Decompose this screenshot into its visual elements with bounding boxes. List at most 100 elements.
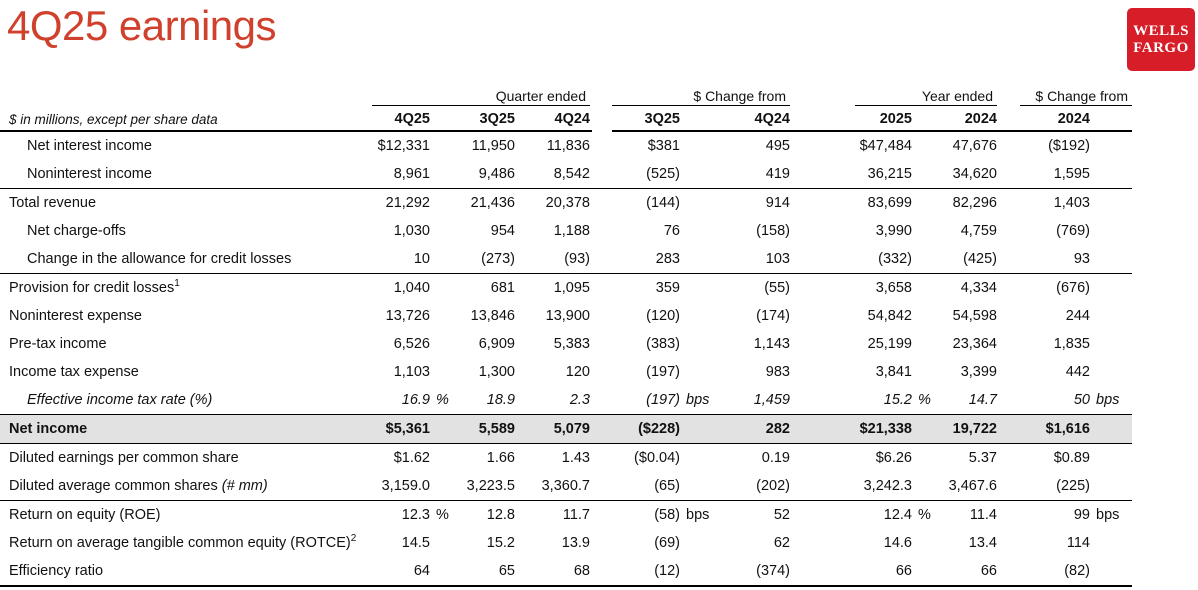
value-cell: 36,215 [867,166,912,182]
units-note: $ in millions, except per share data [0,112,370,132]
table-row: Net income $5,361 5,589 5,079 ($228) 282 $21,3… [0,415,1132,444]
group-quarter-ended: Quarter ended [370,88,590,106]
value-cell: 4,334 [960,280,997,296]
row-spacer [1090,132,1132,160]
value-cell: 681 [490,280,515,296]
column-header-spacer [1090,127,1132,132]
value-cell: (69) [654,535,680,551]
value-cell: 9,486 [478,166,515,182]
value-cell: 34,620 [952,166,997,182]
value-cell: $381 [647,138,680,154]
value-cell: 11.7 [562,507,590,523]
value-cell: $47,484 [859,138,912,154]
row-label: Noninterest income [27,166,152,182]
row-spacer [1090,557,1132,585]
value-cell: 82,296 [952,195,997,211]
row-label: Efficiency ratio [9,563,104,579]
value-cell: 11,836 [546,138,590,154]
value-cell: 3,159.0 [381,478,430,494]
row-spacer [1090,189,1132,217]
value-cell: 12.3% [401,507,449,523]
row-label: Net income [9,421,88,437]
value-cell: 8,961 [393,166,430,182]
table-row: Effective income tax rate (%) 16.9% 18.9 2.… [0,386,1132,415]
row-label: Effective income tax rate (%) [27,392,213,408]
row-spacer [1090,358,1132,386]
value-cell: 11.4 [969,507,997,523]
group-dollar-change-quarter: $ Change from [590,88,790,106]
earnings-table: Quarter ended $ Change from Year ended $… [0,84,1132,587]
value-cell: 62 [773,535,790,551]
value-cell: 2.3 [569,392,590,408]
value-cell: 1,030 [393,223,430,239]
value-cell: ($0.04) [634,450,680,466]
value-cell: 47,676 [952,138,997,154]
value-cell: 1,459 [753,392,790,408]
value-cell: (225) [1056,478,1090,494]
group-dollar-change-year: $ Change from [997,88,1132,106]
value-cell: (525) [646,166,680,182]
column-header-2025: 2025 [790,111,912,132]
value-cell: 10 [413,251,430,267]
row-spacer [1090,529,1132,557]
column-header-4q24: 4Q24 [515,111,590,132]
value-cell: 1,595 [1053,166,1090,182]
value-cell: 76 [663,223,680,239]
value-cell: 54,598 [952,308,997,324]
value-cell: (197) [646,364,680,380]
table-row: Pre-tax income 6,526 6,909 5,383 (383) 1,143 2… [0,330,1132,358]
table-row: Efficiency ratio 64 65 68 (12) (374) 66 66 (82) [0,557,1132,587]
value-cell: 6,909 [478,336,515,352]
value-cell: (120) [646,308,680,324]
table-body: Net interest income $12,331 11,950 11,836 $3… [0,132,1132,587]
value-cell: 283 [655,251,680,267]
value-cell: 66 [980,563,997,579]
row-spacer [1090,217,1132,245]
value-cell: 99 bps [1073,507,1120,523]
value-cell: 114 [1066,535,1090,551]
row-spacer [1090,160,1132,188]
column-header-chg-3q25: 3Q25 [590,111,680,132]
value-cell: 1,143 [753,336,790,352]
row-label: Provision for credit losses1 [9,278,180,296]
value-cell: 3,467.6 [948,478,997,494]
column-header-row: $ in millions, except per share data 4Q2… [0,106,1132,132]
value-cell: (93) [564,251,590,267]
value-cell: 23,364 [952,336,997,352]
row-label: Net interest income [27,138,152,154]
table-row: Income tax expense 1,103 1,300 120 (197) 983 3… [0,358,1132,386]
value-cell: $1.62 [393,450,430,466]
value-cell: $1,616 [1045,421,1090,437]
row-spacer [1090,302,1132,330]
value-cell: 3,360.7 [541,478,590,494]
value-cell: (273) [481,251,515,267]
value-cell: 50 bps [1073,392,1120,408]
value-cell: $6.26 [875,450,912,466]
value-cell: $0.89 [1053,450,1090,466]
table-row: Change in the allowance for credit losse… [0,245,1132,274]
row-spacer [1090,274,1132,302]
value-cell: (12) [654,563,680,579]
table-row: Net charge-offs 1,030 954 1,188 76 (158) 3,990… [0,217,1132,245]
value-cell: 25,199 [867,336,912,352]
value-cell: 54,842 [867,308,912,324]
value-cell: 13.9 [561,535,590,551]
wells-fargo-logo: WELLS FARGO [1127,8,1195,71]
column-header-4q25: 4Q25 [370,111,430,132]
group-year-ended: Year ended [790,88,997,106]
value-cell: 120 [565,364,590,380]
value-cell: 0.19 [761,450,790,466]
table-row: Noninterest income 8,961 9,486 8,542 (525) 41… [0,160,1132,189]
value-cell: (202) [756,478,790,494]
value-cell: $21,338 [859,421,912,437]
value-cell: 15.2% [883,392,931,408]
value-cell: 103 [765,251,790,267]
value-cell: 3,990 [875,223,912,239]
value-cell: 1,188 [553,223,590,239]
value-cell: 5,383 [553,336,590,352]
value-cell: 65 [498,563,515,579]
value-cell: 93 [1073,251,1090,267]
row-spacer [1090,472,1132,500]
value-cell: 3,223.5 [466,478,515,494]
value-cell: 13,900 [545,308,590,324]
